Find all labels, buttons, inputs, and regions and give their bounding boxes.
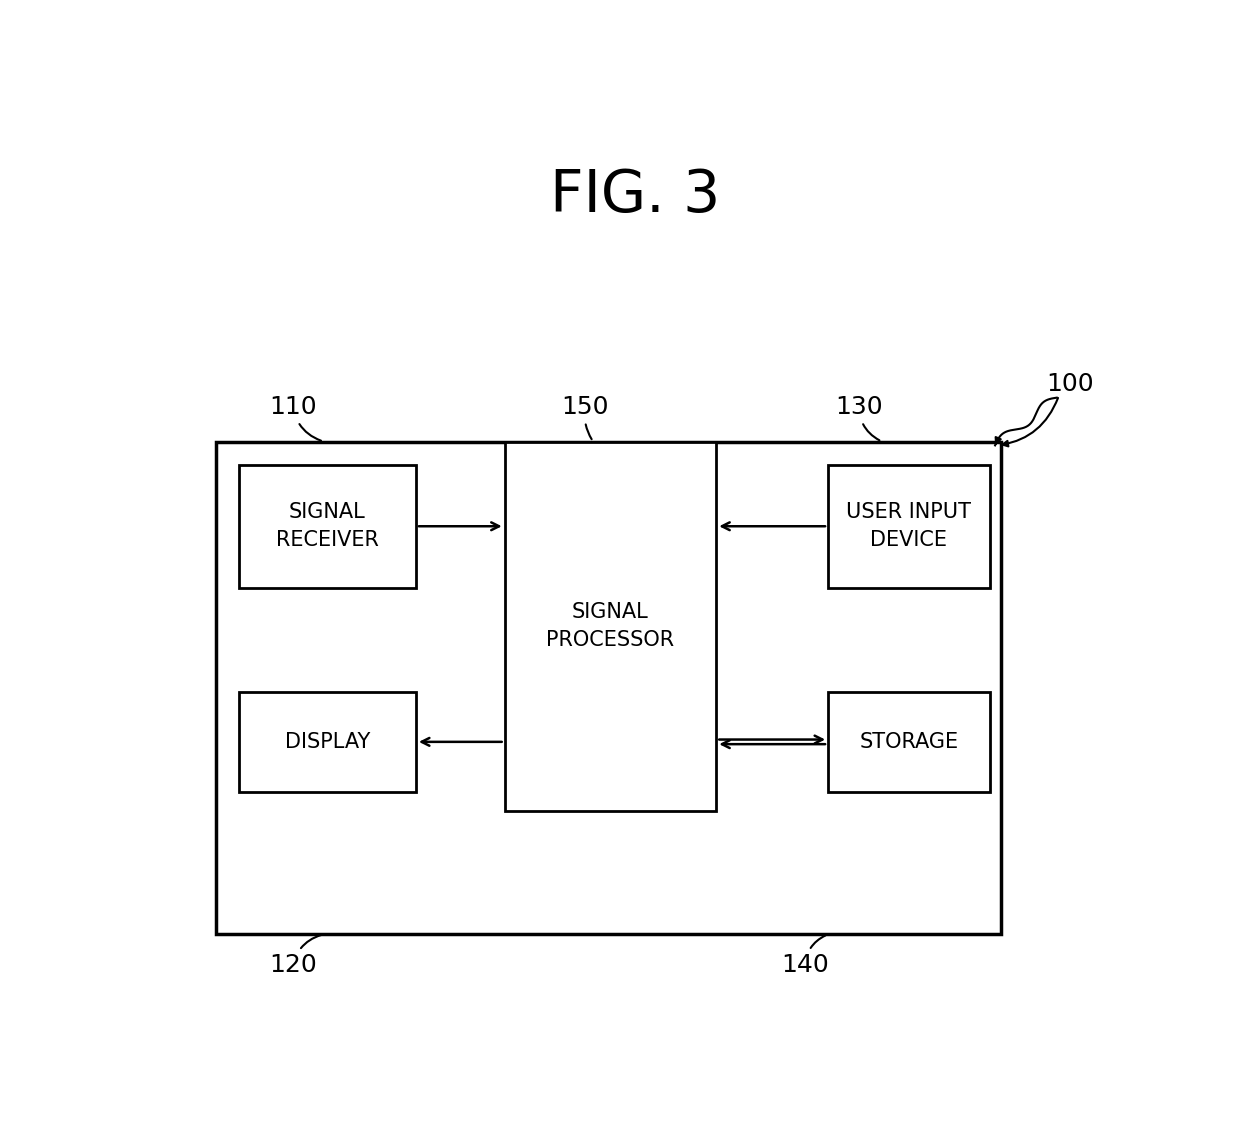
Text: 150: 150 bbox=[562, 395, 609, 440]
Text: 120: 120 bbox=[269, 935, 321, 977]
Text: USER INPUT
DEVICE: USER INPUT DEVICE bbox=[847, 503, 971, 551]
Text: SIGNAL
RECEIVER: SIGNAL RECEIVER bbox=[277, 503, 379, 551]
Bar bbox=[216, 442, 1001, 934]
Text: 130: 130 bbox=[835, 395, 883, 441]
Text: 110: 110 bbox=[269, 395, 321, 441]
Text: DISPLAY: DISPLAY bbox=[285, 732, 371, 752]
Bar bbox=[239, 465, 417, 587]
Text: 140: 140 bbox=[781, 935, 828, 977]
Bar bbox=[239, 692, 417, 792]
Bar bbox=[828, 465, 990, 587]
Text: SIGNAL
PROCESSOR: SIGNAL PROCESSOR bbox=[547, 602, 675, 650]
Text: STORAGE: STORAGE bbox=[859, 732, 959, 752]
Text: FIG. 3: FIG. 3 bbox=[551, 167, 720, 223]
Bar bbox=[505, 442, 717, 811]
Bar bbox=[828, 692, 990, 792]
Text: 100: 100 bbox=[1047, 372, 1095, 396]
